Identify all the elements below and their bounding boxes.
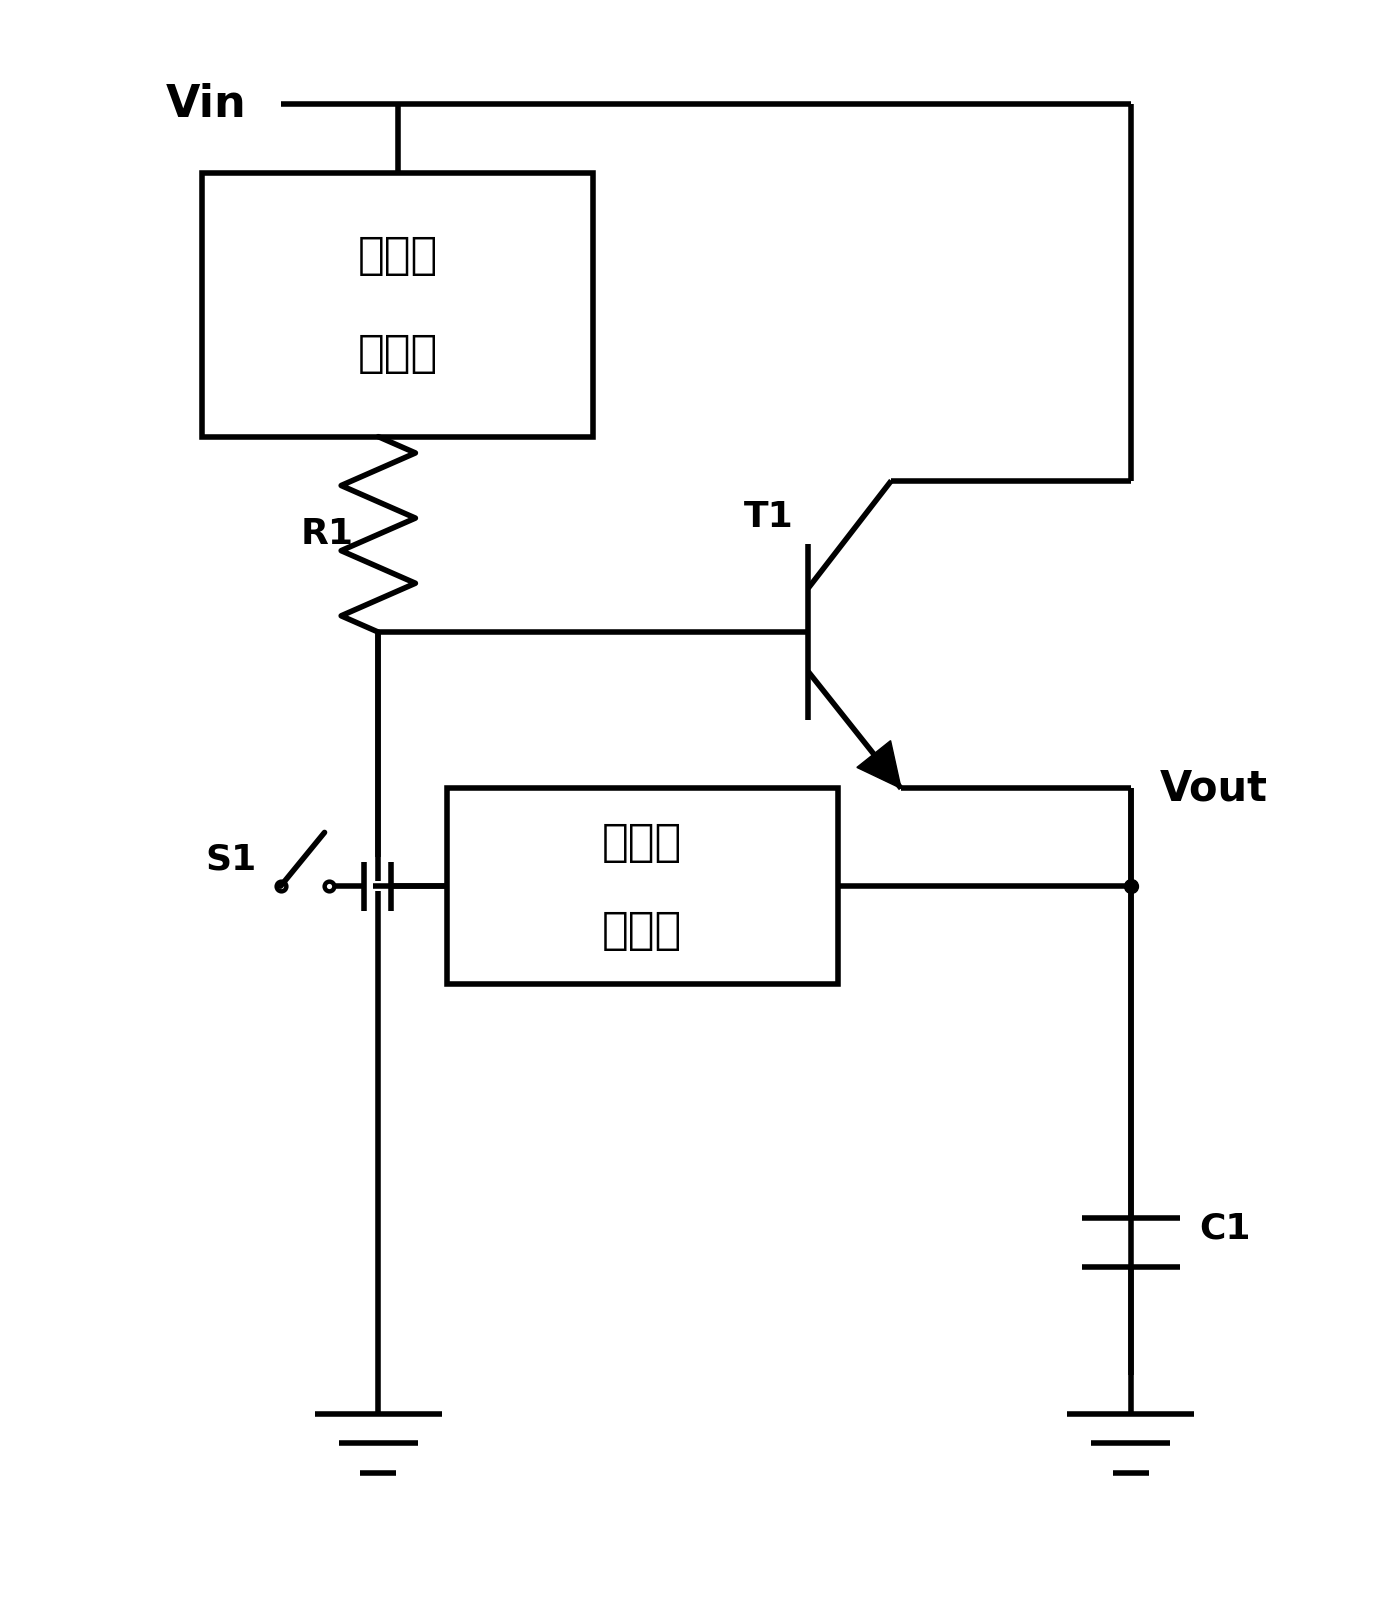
Text: Vout: Vout <box>1159 768 1269 810</box>
Text: C1: C1 <box>1200 1212 1251 1246</box>
Text: Vin: Vin <box>166 82 246 126</box>
Text: 制模块: 制模块 <box>603 908 683 952</box>
Bar <box>202 173 593 436</box>
Text: T1: T1 <box>744 501 793 535</box>
Bar <box>446 789 837 984</box>
Text: 反馈控: 反馈控 <box>603 821 683 863</box>
Text: S1: S1 <box>205 842 256 876</box>
Polygon shape <box>857 740 901 789</box>
Text: 低压电: 低压电 <box>358 234 438 278</box>
Text: 源模块: 源模块 <box>358 333 438 375</box>
Text: R1: R1 <box>301 517 354 551</box>
